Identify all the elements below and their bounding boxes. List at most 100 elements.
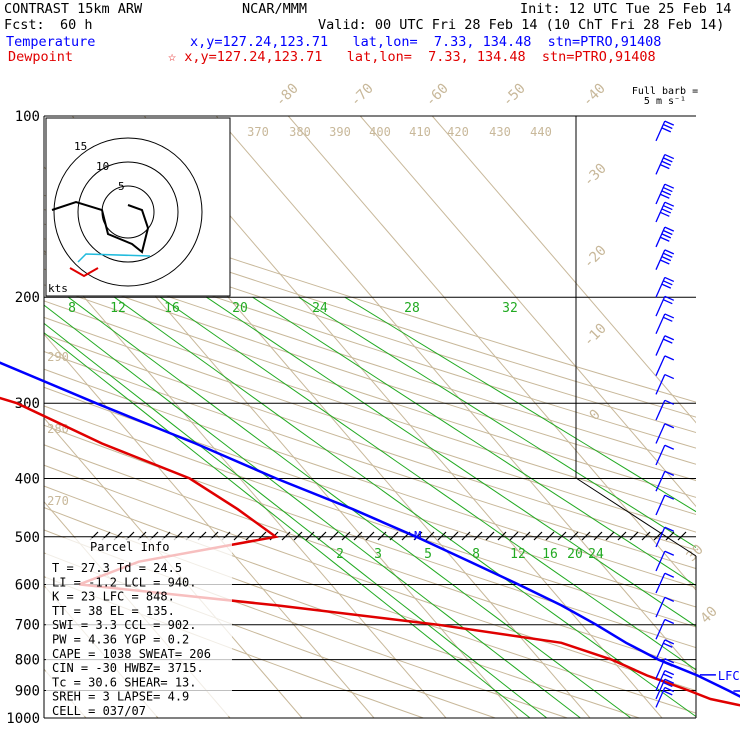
- theta-label: 440: [530, 125, 552, 139]
- isotherm-label: 0: [587, 407, 604, 424]
- isotherm-label: -10: [581, 321, 610, 350]
- dewpoint-station-info: ☆ x,y=127.24,123.71 lat,lon= 7.33, 134.4…: [168, 49, 656, 65]
- parcel-info-box: [46, 538, 232, 716]
- pressure-tick-label: 900: [15, 683, 40, 699]
- m-label: M: [414, 529, 421, 543]
- parcel-info-row: SREH = 3 LAPSE= 4.9: [52, 690, 189, 704]
- mixing-ratio-label: 3: [374, 547, 382, 562]
- temperature-legend: Temperature: [6, 34, 96, 50]
- pressure-tick-label: 400: [15, 471, 40, 487]
- dry-adiabat-line: [44, 485, 696, 714]
- wind-barb: [655, 550, 675, 572]
- hatch-mark: [245, 531, 255, 541]
- wind-barb: [655, 201, 675, 223]
- mixing-ratio-label: 16: [164, 301, 180, 316]
- mixing-ratio-label: 5: [424, 547, 432, 562]
- parcel-info-title: Parcel Info: [90, 540, 169, 554]
- parcel-info-row: PW = 4.36 YGP = 0.2: [52, 633, 189, 647]
- isotherm-line: [215, 116, 696, 675]
- hatch-mark: [641, 531, 651, 541]
- hatch-mark: [305, 531, 315, 541]
- hatch-mark: [509, 531, 519, 541]
- hatch-mark: [377, 531, 387, 541]
- wind-barb: [655, 373, 675, 395]
- mixing-ratio-label: 32: [502, 301, 518, 316]
- dry-adiabat-line: [44, 253, 696, 465]
- hatch-mark: [593, 531, 603, 541]
- hodograph-trace-upper: [51, 200, 150, 254]
- hatch-mark: [545, 531, 555, 541]
- hodograph-trace-mid: [77, 253, 151, 263]
- mixing-ratio-label: 8: [68, 301, 76, 316]
- parcel-info-row: SWI = 3.3 CCL = 902.: [52, 618, 197, 632]
- dry-adiabat-line: [44, 223, 696, 434]
- mixing-ratio-line: [298, 296, 696, 549]
- hatch-mark: [413, 531, 423, 541]
- hatch-mark: [329, 531, 339, 541]
- wind-barb: [655, 658, 675, 679]
- isotherm-label: -60: [423, 81, 452, 110]
- wind-barb: [655, 526, 675, 548]
- dry-adiabat-line: [44, 284, 696, 498]
- isotherm-line: [44, 249, 447, 718]
- wind-barb: [655, 639, 675, 660]
- hodograph-ring-label: 5: [118, 180, 125, 193]
- wind-barb: [655, 686, 675, 708]
- isotherm-line: [0, 116, 14, 718]
- wind-barb: [655, 313, 675, 335]
- isotherm-line: [431, 116, 696, 424]
- hatch-mark: [485, 531, 495, 541]
- theta-label: 380: [289, 125, 311, 139]
- temperature-profile: [0, 361, 740, 698]
- mixing-ratio-line: [252, 296, 696, 587]
- hatch-mark: [581, 531, 591, 541]
- parcel-info-row: TT = 38 EL = 135.: [52, 604, 175, 618]
- frame-line: [575, 477, 697, 557]
- isotherm-label: -40: [580, 81, 609, 110]
- dry-adiabat-line: [44, 424, 696, 649]
- dry-adiabat-line: [44, 300, 696, 516]
- mixing-ratio-line: [344, 296, 696, 513]
- model-title: CONTRAST 15km ARW: [4, 1, 143, 17]
- init-label: Init: 12 UTC Tue 25 Feb 14: [520, 1, 732, 17]
- hatch-mark: [521, 531, 531, 541]
- hatch-mark: [437, 531, 447, 541]
- mixing-ratio-label: 28: [404, 301, 420, 316]
- mixing-ratio-label: 8: [472, 547, 480, 562]
- hatch-mark: [389, 531, 399, 541]
- barb-legend-label: Full barb =: [632, 86, 698, 97]
- lfc-label: LFC: [718, 669, 740, 683]
- hatch-mark: [461, 531, 471, 541]
- wind-barb: [655, 183, 675, 205]
- hatch-mark: [233, 531, 243, 541]
- hatch-mark: [353, 531, 363, 541]
- pressure-tick-label: 500: [15, 530, 40, 546]
- pressure-tick-label: 100: [15, 109, 40, 125]
- parcel-info-row: T = 27.3 Td = 24.5: [52, 561, 182, 575]
- mixing-ratio-label: 16: [542, 547, 558, 562]
- parcel-info-row: K = 23 LFC = 848.: [52, 590, 175, 604]
- pressure-tick-label: 1000: [6, 711, 40, 727]
- wind-barb: [655, 670, 675, 691]
- wind-barb: [655, 494, 675, 516]
- hatch-mark: [605, 531, 615, 541]
- hodograph-panel: [45, 117, 231, 297]
- valid-label: Valid: 00 UTC Fri 28 Feb 14 (10 ChT Fri …: [318, 17, 725, 33]
- dry-adiabat-line: [44, 576, 424, 718]
- pressure-tick-label: 300: [15, 396, 40, 412]
- hatch-mark: [449, 531, 459, 541]
- hatch-mark: [665, 531, 675, 541]
- hodograph-ring-label: 10: [96, 160, 109, 173]
- dry-adiabat-line: [44, 368, 696, 589]
- mixing-ratio-label: 20: [232, 301, 248, 316]
- wind-barb: [655, 444, 675, 466]
- hodograph-ring: [53, 137, 203, 287]
- barb-legend-unit: 5 m s⁻¹: [644, 96, 686, 107]
- wind-barb: [655, 226, 675, 248]
- mixing-ratio-label: 2: [336, 547, 344, 562]
- theta-label: 280: [47, 422, 69, 436]
- hatch-mark: [617, 531, 627, 541]
- theta-label: 400: [369, 125, 391, 139]
- wind-barb: [655, 596, 675, 618]
